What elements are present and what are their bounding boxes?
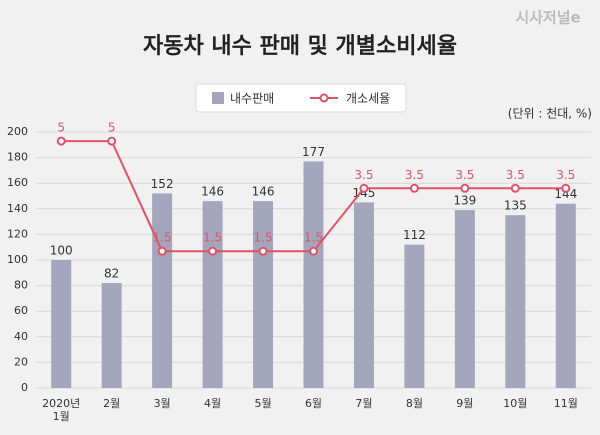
legend-box bbox=[195, 83, 407, 113]
x-tick-label: 10월 bbox=[503, 397, 528, 410]
legend-swatch bbox=[212, 92, 224, 104]
bar bbox=[202, 201, 223, 388]
y-tick-label: 0 bbox=[21, 381, 28, 394]
bar-value-label: 152 bbox=[151, 177, 174, 191]
line-value-label: 5 bbox=[108, 121, 116, 135]
line-marker bbox=[157, 246, 167, 256]
line-marker bbox=[460, 183, 470, 193]
bar-value-label: 146 bbox=[252, 185, 275, 199]
y-tick-label: 20 bbox=[14, 355, 28, 368]
line-value-label: 1.5 bbox=[304, 231, 323, 245]
line-value-label: 3.5 bbox=[405, 168, 424, 182]
y-tick-label: 120 bbox=[7, 227, 28, 240]
x-tick-label: 2020년 1월 bbox=[42, 397, 81, 423]
line-value-label: 3.5 bbox=[455, 168, 474, 182]
y-tick-label: 140 bbox=[7, 202, 28, 215]
line-marker bbox=[359, 183, 369, 193]
x-tick-label: 5월 bbox=[254, 397, 272, 410]
legend-label: 내수판매 bbox=[230, 92, 274, 106]
bar bbox=[353, 202, 374, 388]
line-marker bbox=[258, 246, 268, 256]
x-tick-label: 9월 bbox=[456, 397, 474, 410]
bar bbox=[51, 260, 72, 388]
line-marker bbox=[56, 136, 66, 146]
legend-label: 개소세율 bbox=[346, 92, 390, 106]
line-marker bbox=[561, 183, 571, 193]
bar-value-label: 146 bbox=[201, 185, 224, 199]
line-marker bbox=[107, 136, 117, 146]
x-tick-label: 3월 bbox=[153, 397, 171, 410]
bar bbox=[505, 215, 526, 388]
line-marker bbox=[208, 246, 218, 256]
line-value-label: 3.5 bbox=[506, 168, 525, 182]
x-tick-label: 6월 bbox=[304, 397, 323, 410]
bar-value-label: 139 bbox=[453, 194, 476, 208]
line-marker bbox=[409, 183, 419, 193]
bar bbox=[454, 210, 475, 388]
bar-value-label: 82 bbox=[104, 267, 119, 281]
y-tick-label: 200 bbox=[7, 125, 28, 138]
line-value-label: 5 bbox=[57, 121, 65, 135]
bar bbox=[101, 283, 122, 388]
x-tick-label: 4월 bbox=[204, 397, 222, 410]
x-tick-label: 11월 bbox=[553, 397, 578, 410]
bar bbox=[303, 161, 324, 388]
line-marker bbox=[309, 246, 318, 256]
line-value-label: 1.5 bbox=[203, 231, 222, 245]
bar bbox=[555, 203, 576, 388]
chart-title: 자동차 내수 판매 및 개별소비세율 bbox=[143, 34, 457, 59]
bar bbox=[152, 193, 173, 388]
legend-swatch bbox=[319, 93, 329, 103]
y-tick-label: 180 bbox=[7, 151, 28, 164]
bar bbox=[404, 244, 425, 388]
y-tick-label: 40 bbox=[14, 330, 28, 343]
unit-note: (단위 : 천대, %) bbox=[508, 106, 592, 121]
y-tick-label: 60 bbox=[14, 304, 28, 317]
line-value-label: 3.5 bbox=[354, 168, 373, 182]
brand-logo: 시사저널e bbox=[515, 9, 580, 27]
x-tick-label: 2월 bbox=[103, 397, 121, 410]
line-value-label: 3.5 bbox=[556, 168, 575, 182]
x-tick-label: 7월 bbox=[355, 397, 373, 410]
line-value-label: 1.5 bbox=[253, 231, 272, 245]
y-tick-label: 160 bbox=[7, 176, 28, 189]
y-tick-label: 80 bbox=[14, 279, 28, 292]
line-marker bbox=[510, 183, 520, 193]
y-tick-label: 100 bbox=[7, 253, 28, 266]
bar bbox=[253, 201, 274, 388]
x-tick-label: 8월 bbox=[405, 397, 423, 410]
bar-value-label: 135 bbox=[504, 199, 527, 213]
bar-value-label: 112 bbox=[403, 228, 426, 242]
bar-value-label: 100 bbox=[50, 244, 73, 258]
bar-value-label: 177 bbox=[302, 145, 325, 159]
bar-value-label: 144 bbox=[554, 187, 577, 201]
line-value-label: 1.5 bbox=[153, 231, 172, 245]
